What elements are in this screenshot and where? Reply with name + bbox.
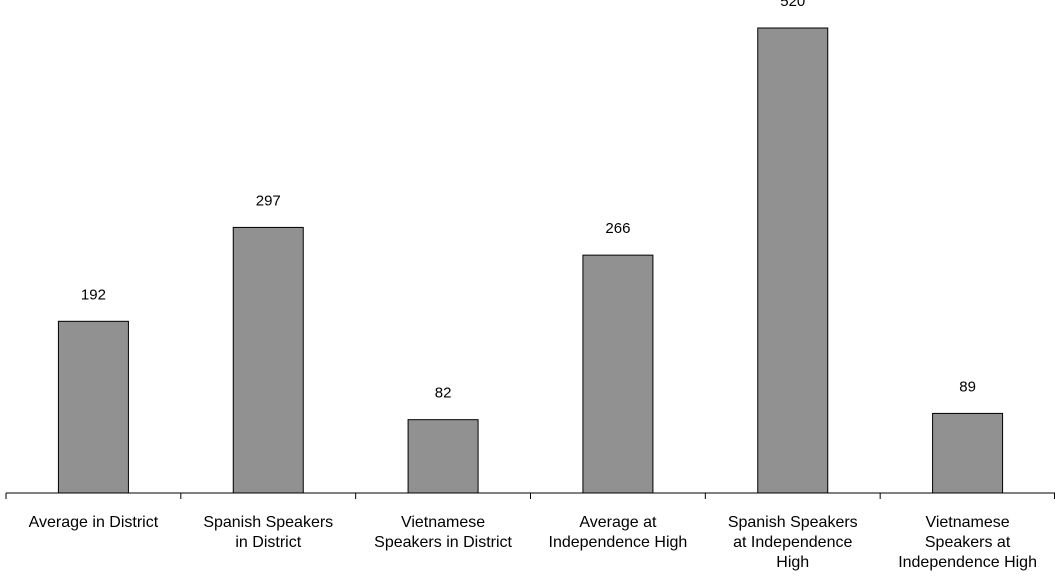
bar (932, 412, 1004, 494)
x-tick-label: Spanish Speakers at Independence High (728, 514, 858, 571)
x-tick-label: Spanish Speakers in District (203, 514, 333, 551)
data-label: 520 (780, 0, 805, 10)
data-label: 192 (81, 286, 106, 303)
data-label: 82 (435, 385, 452, 402)
data-label: 297 (256, 192, 281, 209)
x-tick-label: Average at Independence High (549, 514, 688, 551)
bar (582, 254, 654, 494)
x-axis (5, 492, 1055, 499)
bar (232, 226, 304, 494)
x-tick-label: Average in District (29, 514, 159, 531)
x-tick-label: Vietnamese Speakers in District (374, 514, 512, 551)
data-label: 89 (959, 378, 976, 395)
labels-layer: 192 297 82 266 520 89 Average in District Spani… (29, 0, 1037, 571)
bar (407, 419, 479, 494)
data-label: 266 (605, 220, 630, 237)
bar (757, 27, 829, 494)
bars-layer (57, 27, 1004, 494)
x-tick-label: Vietnamese Speakers at Independence High (898, 514, 1037, 571)
bar (57, 320, 129, 494)
